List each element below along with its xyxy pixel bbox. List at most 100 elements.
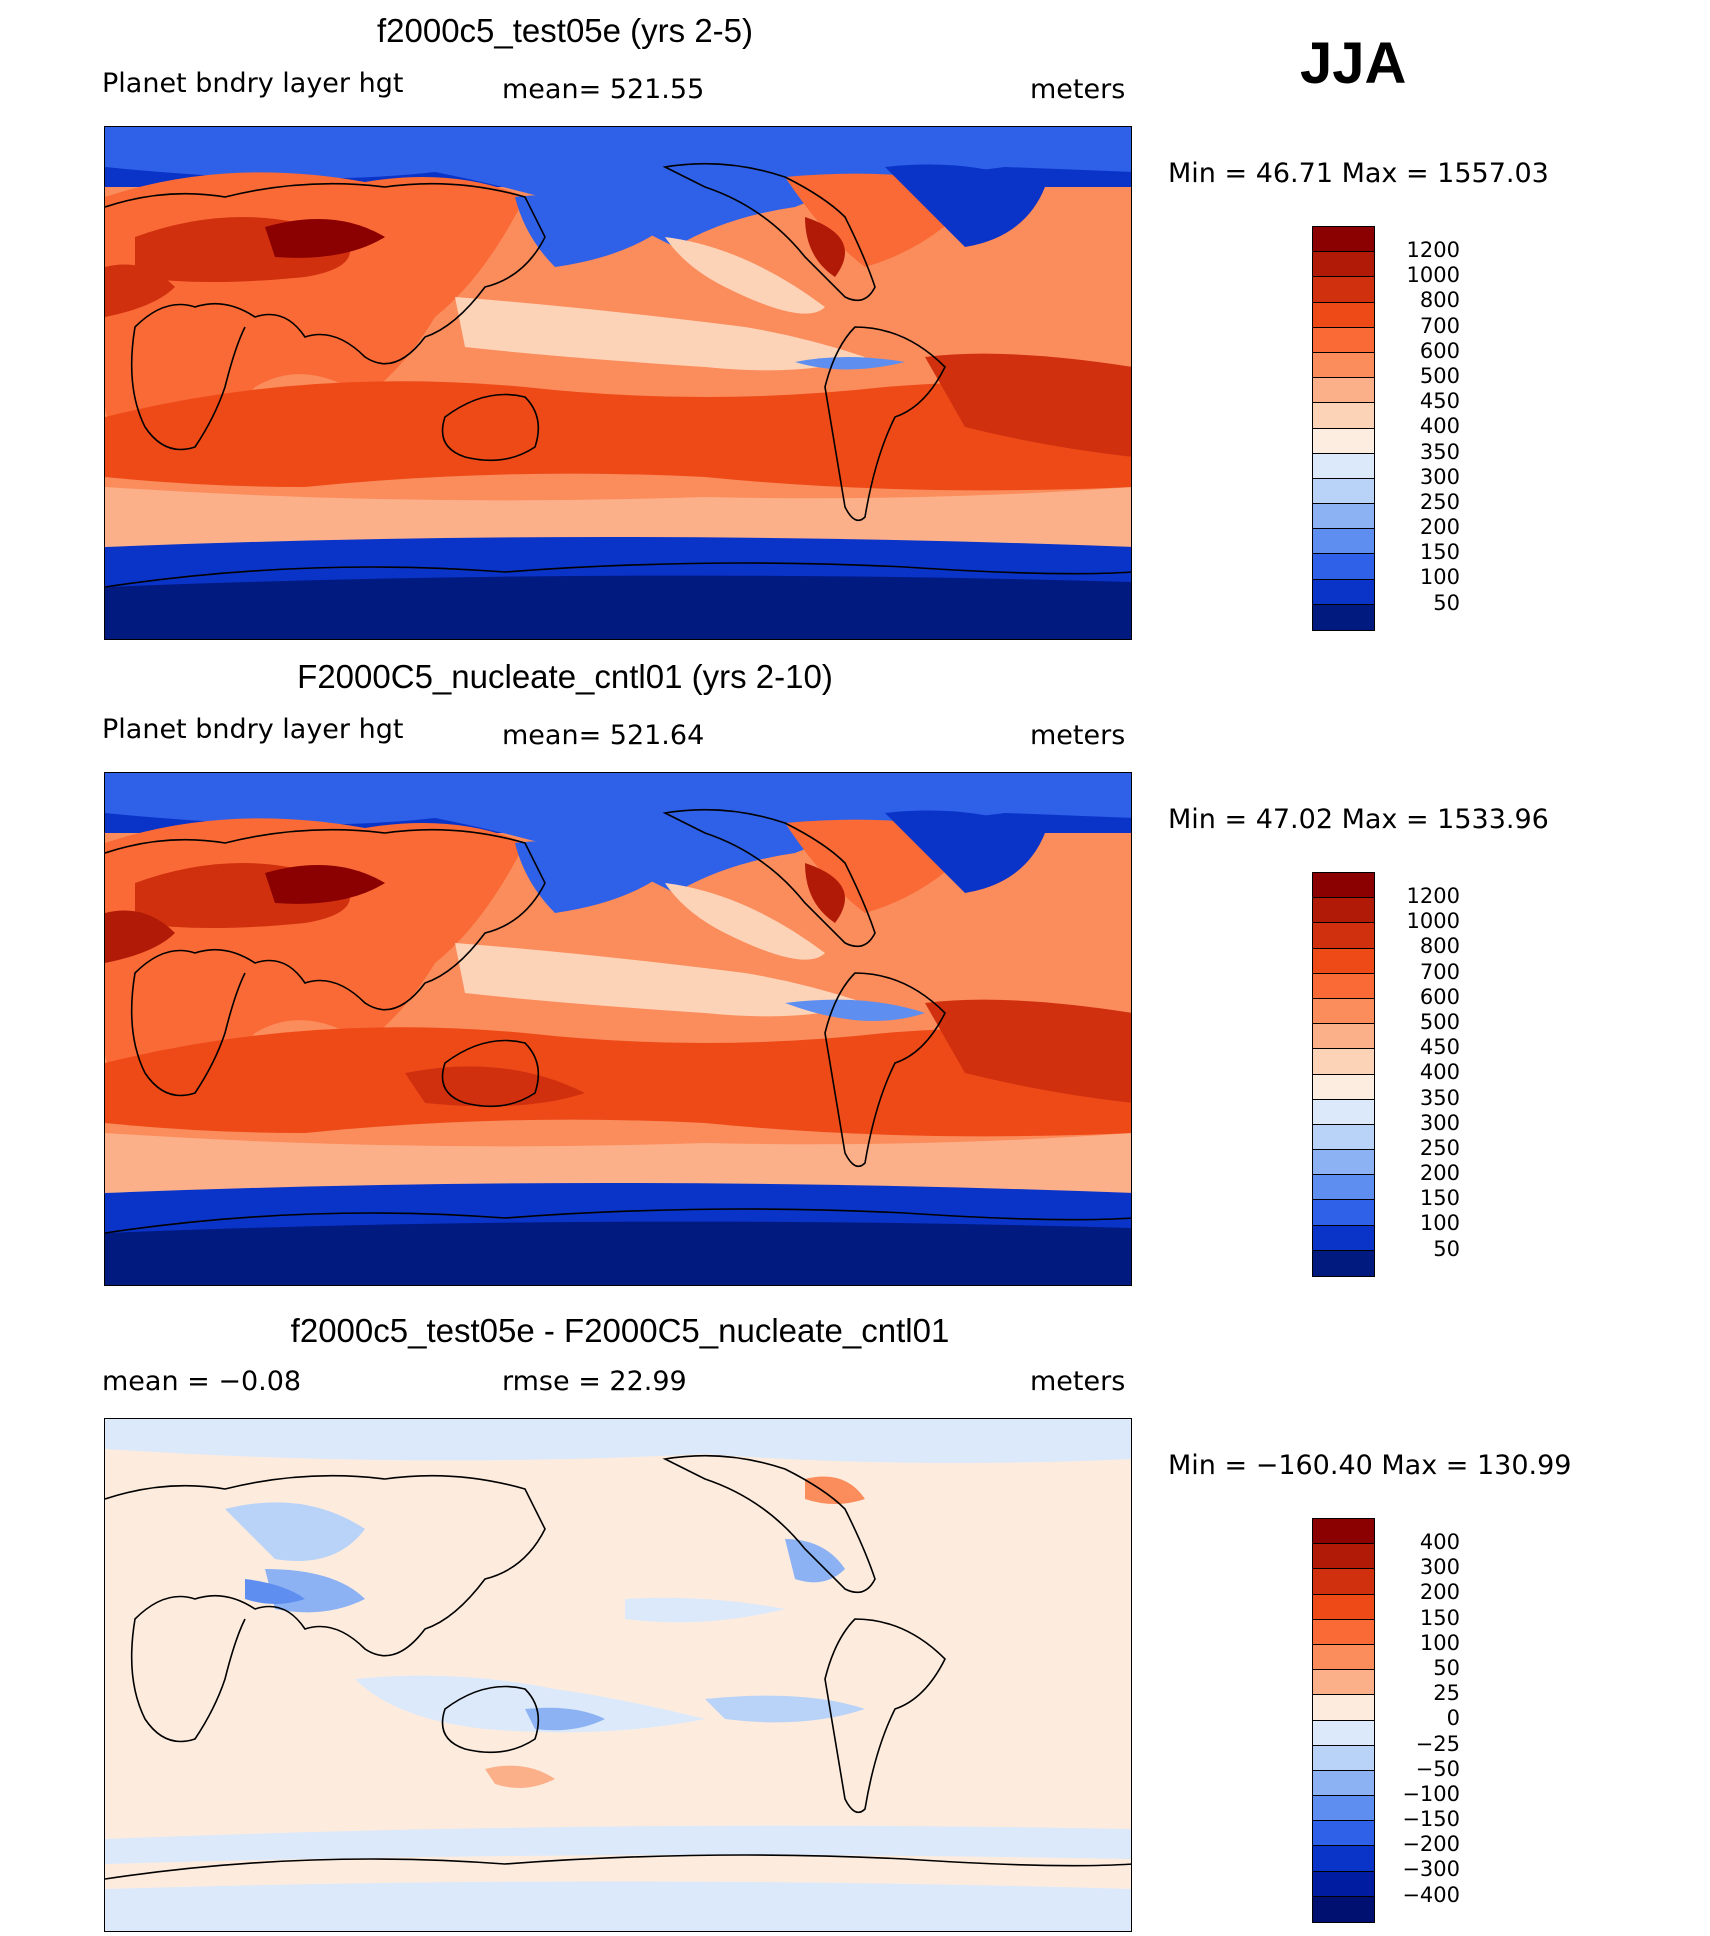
p2-cbar-label: 1000 — [1406, 909, 1460, 934]
p3-cbar-box-13 — [1313, 1821, 1374, 1847]
p3-cbar-label: −25 — [1415, 1731, 1460, 1756]
panel-2-map — [104, 772, 1132, 1286]
panel-1-colorbar-labels: 1200 1000 800 700 600 500 450 400 350 300 250 200 15… — [1380, 238, 1460, 616]
panel-3-map — [104, 1418, 1132, 1932]
p1-cbar-box-8 — [1313, 403, 1374, 429]
p3-cbar-box-10 — [1313, 1745, 1374, 1771]
panel-1-title: f2000c5_test05e (yrs 2-5) — [376, 12, 754, 49]
p3-cbar-box-12 — [1313, 1796, 1374, 1822]
panel-3-units-label: meters — [1030, 1366, 1126, 1397]
p2-cbar-label: 50 — [1433, 1236, 1460, 1261]
p1-nw-pacific-low — [515, 195, 665, 267]
p1-cbar-label: 1200 — [1406, 238, 1460, 262]
p3-cbar-box-8 — [1313, 1695, 1374, 1721]
p2-cbar-box-7 — [1313, 1024, 1374, 1050]
p2-cbar-box-1 — [1313, 873, 1374, 899]
p1-cbar-label: 300 — [1419, 464, 1460, 489]
p3-cbar-label: 25 — [1433, 1681, 1460, 1706]
p3-cbar-box-14 — [1313, 1846, 1374, 1872]
p1-cbar-box-14 — [1313, 554, 1374, 580]
p1-cbar-label: 250 — [1419, 489, 1460, 514]
panel-2-units-label: meters — [1030, 720, 1126, 751]
p3-coastlines — [105, 1454, 1131, 1880]
p1-itcz-band — [455, 297, 865, 371]
p1-cbar-box-4 — [1313, 302, 1374, 328]
p2-cbar-box-5 — [1313, 973, 1374, 999]
p1-rockies-high — [805, 217, 845, 277]
p1-southern-band — [105, 381, 1131, 491]
p2-cbar-label: 450 — [1419, 1035, 1460, 1060]
p1-cbar-box-5 — [1313, 327, 1374, 353]
p2-cbar-box-6 — [1313, 998, 1374, 1025]
p1-cbar-box-2 — [1313, 252, 1374, 278]
season-label: JJA — [1300, 31, 1407, 96]
panel-1-map — [104, 126, 1132, 640]
p1-cbar-box-16 — [1313, 604, 1374, 630]
p1-cbar-label: 500 — [1419, 363, 1460, 388]
panel-1-colorbar — [1312, 226, 1375, 631]
p3-cbar-label: −100 — [1402, 1781, 1460, 1806]
panel-1-minmax: Min = 46.71 Max = 1557.03 — [1168, 158, 1549, 189]
p1-cbar-box-13 — [1313, 529, 1374, 555]
p3-cbar-box-7 — [1313, 1670, 1374, 1696]
panel-3-rmse-label: rmse = 22.99 — [502, 1366, 687, 1397]
p3-cbar-label: 400 — [1419, 1530, 1460, 1554]
panel-2-colorbar-labels: 1200 1000 800 700 600 500 450 400 350 300 250 200 15… — [1380, 884, 1460, 1262]
p3-na-pos — [805, 1476, 865, 1504]
p2-tibet-core — [265, 865, 385, 904]
p2-cbar-label: 250 — [1419, 1135, 1460, 1160]
p1-canada-low — [885, 164, 1045, 247]
p3-cbar-box-2 — [1313, 1544, 1374, 1570]
p2-subantarctic — [105, 1133, 1131, 1193]
p1-arctic-inner — [105, 127, 1131, 247]
p2-cbar-label: 600 — [1419, 984, 1460, 1009]
p1-cbar-label: 100 — [1419, 565, 1460, 590]
panel-3-colorbar — [1312, 1518, 1375, 1923]
p2-cbar-box-4 — [1313, 948, 1374, 974]
p2-cbar-box-15 — [1313, 1225, 1374, 1251]
p1-cbar-box-12 — [1313, 504, 1374, 530]
p2-cbar-label: 300 — [1419, 1110, 1460, 1135]
panel-1-mean-label: mean= 521.55 — [502, 74, 705, 105]
p3-cbar-box-1 — [1313, 1519, 1374, 1545]
p2-antarctic-inner — [105, 1221, 1131, 1285]
p1-tibet-core — [265, 219, 385, 258]
p3-cbar-label: −400 — [1402, 1882, 1460, 1907]
p1-cbar-label: 600 — [1419, 338, 1460, 363]
p3-cbar-box-6 — [1313, 1644, 1374, 1671]
p1-cbar-box-3 — [1313, 277, 1374, 303]
p1-cbar-label: 200 — [1419, 515, 1460, 540]
panel-1-variable-label: Planet bndry layer hgt — [102, 68, 404, 99]
p2-canada-low — [885, 810, 1045, 893]
p3-cbar-label: 0 — [1446, 1706, 1460, 1731]
p1-cbar-box-11 — [1313, 478, 1374, 505]
p2-cbar-label: 150 — [1419, 1186, 1460, 1211]
p1-cbar-label: 400 — [1419, 414, 1460, 439]
p3-cbar-box-11 — [1313, 1770, 1374, 1797]
p2-itcz-band — [455, 943, 865, 1017]
panel-3-title: f2000c5_test05e - F2000C5_nucleate_cntl0… — [290, 1312, 950, 1349]
p1-sahara-high — [105, 264, 175, 317]
p3-cbar-label: 50 — [1433, 1655, 1460, 1680]
panel-2-variable-label: Planet bndry layer hgt — [102, 714, 404, 745]
p2-cbar-box-11 — [1313, 1124, 1374, 1151]
p3-cbar-label: 200 — [1419, 1580, 1460, 1605]
p3-asia-neg — [225, 1502, 365, 1561]
p3-sw-pacific-neg — [525, 1707, 605, 1731]
p2-ca-current — [665, 883, 825, 960]
panel-3-minmax: Min = −160.40 Max = 130.99 — [1168, 1450, 1572, 1481]
p1-cbar-label: 450 — [1419, 389, 1460, 414]
p3-cbar-box-4 — [1313, 1594, 1374, 1620]
p3-aus-pos — [485, 1765, 555, 1788]
p3-cbar-label: 300 — [1419, 1555, 1460, 1580]
p3-se-pacific-neg — [705, 1695, 865, 1723]
p1-subantarctic — [105, 487, 1131, 547]
p2-east-pacific-low — [785, 999, 925, 1021]
p3-cbar-box-3 — [1313, 1569, 1374, 1595]
p1-south-atlantic — [925, 353, 1131, 457]
p2-indian-high — [405, 1066, 585, 1107]
p2-cbar-box-2 — [1313, 898, 1374, 924]
p2-cbar-label: 200 — [1419, 1161, 1460, 1186]
p1-cbar-box-15 — [1313, 579, 1374, 605]
p2-cbar-box-3 — [1313, 923, 1374, 949]
